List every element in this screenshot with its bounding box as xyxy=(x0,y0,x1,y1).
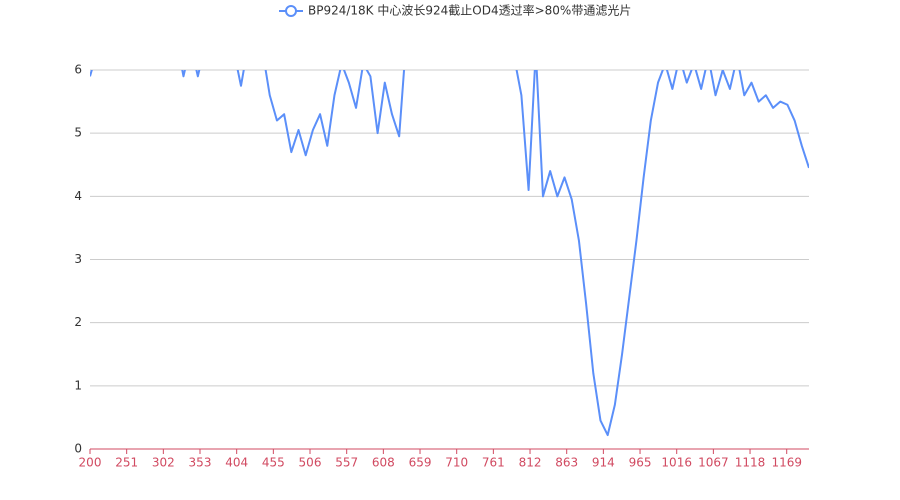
legend-symbol xyxy=(285,5,297,17)
x-tick-label: 353 xyxy=(189,456,212,470)
x-tick-label: 1169 xyxy=(771,456,802,470)
x-tick-label: 608 xyxy=(372,456,395,470)
x-tick-label: 557 xyxy=(335,456,358,470)
x-tick-label: 1016 xyxy=(661,456,692,470)
y-tick-label: 1 xyxy=(74,378,82,392)
data-line xyxy=(90,70,809,437)
x-tick-label: 761 xyxy=(482,456,505,470)
x-tick-label: 863 xyxy=(555,456,578,470)
y-tick-label: 0 xyxy=(74,442,82,456)
x-tick-label: 251 xyxy=(115,456,138,470)
x-tick-label: 200 xyxy=(79,456,102,470)
x-tick-label: 455 xyxy=(262,456,285,470)
x-tick-label: 1118 xyxy=(735,456,766,470)
x-tick-label: 914 xyxy=(592,456,615,470)
y-tick-label: 6 xyxy=(74,63,82,77)
x-tick-label: 710 xyxy=(445,456,468,470)
y-tick-label: 2 xyxy=(74,315,82,329)
y-tick-label: 3 xyxy=(74,252,82,266)
legend-label[interactable]: BP924/18K 中心波长924截止OD4透过率>80%带通滤光片 xyxy=(308,3,631,18)
x-tick-label: 812 xyxy=(519,456,542,470)
x-tick-label: 506 xyxy=(299,456,322,470)
x-tick-label: 404 xyxy=(225,456,248,470)
x-tick-label: 302 xyxy=(152,456,175,470)
y-tick-label: 4 xyxy=(74,189,82,203)
x-tick-label: 659 xyxy=(409,456,432,470)
x-tick-label: 965 xyxy=(629,456,652,470)
y-tick-label: 5 xyxy=(74,126,82,140)
x-tick-label: 1067 xyxy=(698,456,729,470)
